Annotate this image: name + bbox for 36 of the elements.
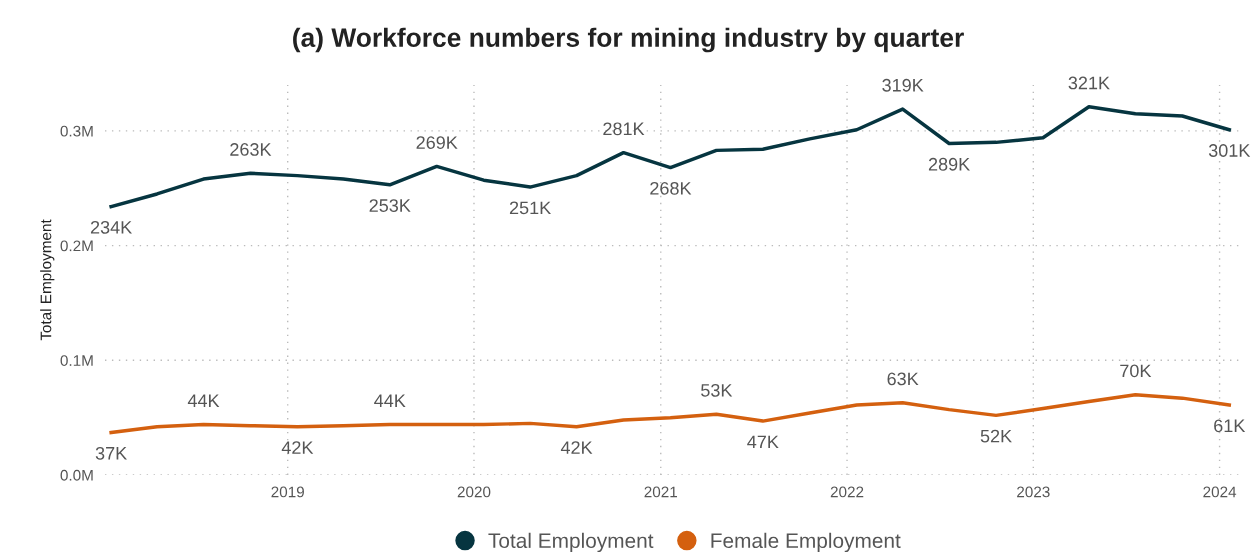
data-label: 70K bbox=[1120, 364, 1152, 378]
data-label: 44K bbox=[374, 394, 406, 407]
x-tick-label: 2020 bbox=[457, 486, 491, 498]
data-label: 52K bbox=[980, 429, 1012, 443]
x-tick-label: 2021 bbox=[644, 486, 678, 498]
data-label: 63K bbox=[887, 372, 919, 386]
data-label: 269K bbox=[416, 136, 458, 149]
data-label: 251K bbox=[509, 201, 551, 215]
data-label: 44K bbox=[187, 394, 220, 407]
y-tick-label: 0.3M bbox=[60, 125, 93, 137]
data-label: 319K bbox=[882, 78, 924, 92]
data-label: 61K bbox=[1214, 419, 1246, 433]
data-label: 263K bbox=[230, 143, 272, 156]
y-tick-label: 0.1M bbox=[60, 355, 93, 366]
chart-title: (a) Workforce numbers for mining industry by quarter bbox=[293, 27, 964, 53]
data-label: 289K bbox=[928, 157, 970, 171]
data-label: 47K bbox=[747, 435, 779, 449]
data-label: 42K bbox=[281, 441, 314, 454]
data-label: 268K bbox=[650, 181, 692, 195]
y-tick-label: 0.0M bbox=[60, 469, 93, 481]
x-tick-label: 2019 bbox=[271, 486, 304, 498]
data-label: 253K bbox=[369, 199, 411, 212]
y-axis-title: Total Employment bbox=[40, 219, 55, 341]
data-label: 321K bbox=[1068, 76, 1110, 90]
data-label: 281K bbox=[603, 122, 645, 136]
data-label: 42K bbox=[560, 441, 593, 454]
x-tick-label: 2022 bbox=[830, 486, 864, 498]
legend-label: Total Employment bbox=[488, 532, 654, 552]
x-tick-label: 2024 bbox=[1203, 486, 1237, 498]
legend-label: Female Employment bbox=[711, 532, 901, 552]
data-label: 234K bbox=[90, 220, 133, 234]
data-label: 37K bbox=[95, 446, 127, 460]
x-tick-label: 2023 bbox=[1017, 486, 1050, 498]
data-label: 53K bbox=[701, 383, 733, 397]
y-tick-label: 0.2M bbox=[60, 240, 93, 252]
data-label: 301K bbox=[1208, 144, 1251, 157]
